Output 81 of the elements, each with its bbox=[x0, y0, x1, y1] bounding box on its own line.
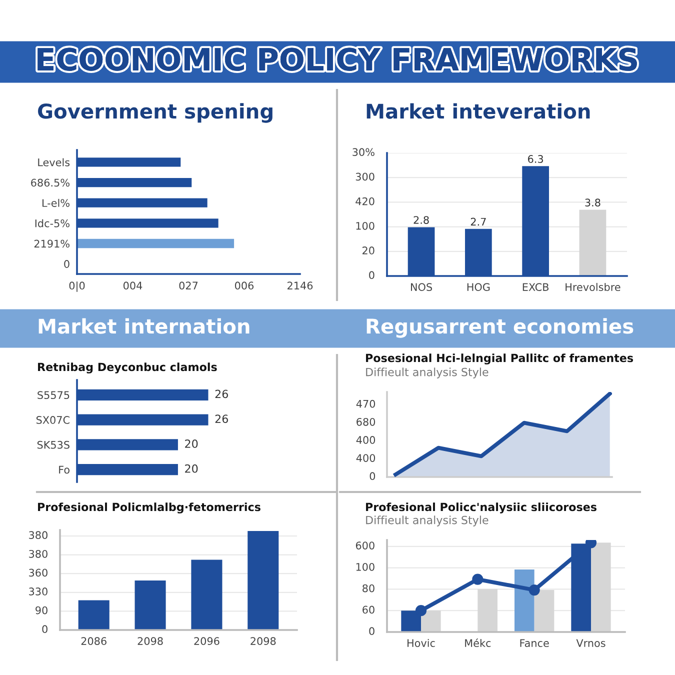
text: 300 bbox=[356, 172, 374, 181]
text: 30% bbox=[352, 148, 374, 156]
text: 400 bbox=[356, 436, 376, 444]
x-tick-label: NOS bbox=[411, 283, 432, 292]
text: 600 bbox=[356, 542, 374, 550]
bar bbox=[478, 589, 498, 632]
data-label: 26 bbox=[215, 390, 228, 398]
x-tick-label: 2098 bbox=[250, 637, 276, 646]
bar bbox=[534, 590, 554, 632]
text: 20 bbox=[362, 246, 374, 254]
chart-title: Government spening bbox=[38, 103, 272, 123]
bar bbox=[579, 210, 606, 276]
text: Diffieult analysis Style bbox=[366, 368, 488, 378]
x-tick-label: 2096 bbox=[194, 637, 220, 646]
chart-title: Market internation bbox=[38, 318, 250, 334]
bar bbox=[421, 610, 441, 632]
y-tick-label: Idc-5% bbox=[35, 219, 70, 228]
y-tick-label: L-el% bbox=[42, 198, 70, 207]
y-tick-label: Levels bbox=[38, 158, 70, 166]
text: 360 bbox=[29, 568, 48, 577]
y-tick-label: 686.5% bbox=[31, 178, 70, 187]
text: 100 bbox=[356, 562, 374, 571]
x-tick-label: Fance bbox=[520, 639, 549, 648]
x-tick-label: 2098 bbox=[138, 637, 163, 646]
x-tick-label: HOG bbox=[467, 283, 490, 292]
bar bbox=[248, 530, 279, 630]
text: 470 bbox=[356, 400, 376, 408]
text: 100 bbox=[356, 222, 374, 230]
text: 0 bbox=[370, 472, 376, 480]
text: 006 bbox=[234, 282, 254, 290]
point bbox=[415, 605, 427, 616]
bar bbox=[191, 560, 222, 630]
point bbox=[472, 574, 484, 585]
data-label: 26 bbox=[215, 414, 228, 424]
y-tick-label: SK53S bbox=[37, 440, 70, 449]
text: 004 bbox=[123, 282, 142, 290]
x-tick-label: Hrevolsbre bbox=[566, 282, 620, 292]
chart-title: Market inteveration bbox=[366, 103, 590, 119]
text: 027 bbox=[179, 282, 198, 290]
text: 0 bbox=[369, 271, 374, 280]
y-tick-label: 2191% bbox=[34, 240, 70, 248]
text: 380 bbox=[29, 531, 48, 540]
chart-subtitle: Diffieult analysis Style bbox=[366, 516, 488, 526]
y-tick-label: 0 bbox=[64, 260, 70, 268]
text: 400 bbox=[356, 454, 376, 462]
x-tick-label: EXCB bbox=[522, 283, 549, 292]
text: 90 bbox=[36, 606, 48, 614]
data-label: 6.3 bbox=[528, 155, 544, 163]
x-tick-label: Mékc bbox=[465, 638, 491, 648]
x-tick-label: 2086 bbox=[81, 637, 106, 646]
text: 2146 bbox=[288, 282, 313, 290]
x-tick-label: Vrnos bbox=[576, 639, 606, 648]
data-label: 20 bbox=[185, 440, 198, 448]
text: ECOONOMIC POLICY FRAMEWORKS bbox=[38, 48, 637, 71]
chart-subtitle: Posesional Hci-lelngial Pallitc of framentes bbox=[366, 354, 634, 364]
bar bbox=[514, 569, 534, 632]
y-tick-label: S5575 bbox=[38, 391, 70, 400]
data-label: 20 bbox=[185, 464, 198, 473]
data-label: 2.7 bbox=[470, 218, 486, 226]
text: 0|0 bbox=[69, 281, 85, 292]
text: 380 bbox=[29, 550, 48, 558]
x-tick-label: Hovic bbox=[408, 638, 435, 648]
text: 60 bbox=[362, 606, 374, 614]
bar bbox=[591, 542, 611, 632]
text: 0 bbox=[369, 627, 374, 636]
chart-title: Regusarrent economies bbox=[366, 318, 634, 338]
text: 80 bbox=[362, 584, 374, 592]
text: 420 bbox=[356, 197, 374, 206]
y-tick-label: SX07C bbox=[36, 416, 70, 424]
bar bbox=[78, 600, 110, 630]
data-label: 2.8 bbox=[414, 216, 429, 224]
y-tick-label: Fo bbox=[59, 466, 70, 474]
bar bbox=[77, 238, 234, 248]
chart-subtitle: Retnibag Deyconbuc clamols bbox=[38, 362, 217, 374]
text: 330 bbox=[29, 588, 48, 596]
text: 680 bbox=[356, 418, 376, 426]
data-label: 3.8 bbox=[585, 198, 600, 207]
bar bbox=[134, 580, 166, 630]
point bbox=[528, 584, 540, 596]
chart-title: Profesional Policc'nalysiic sliicoroses bbox=[366, 502, 596, 514]
chart-title: Profesional Policmlalbg·fetomerrics bbox=[38, 502, 260, 514]
